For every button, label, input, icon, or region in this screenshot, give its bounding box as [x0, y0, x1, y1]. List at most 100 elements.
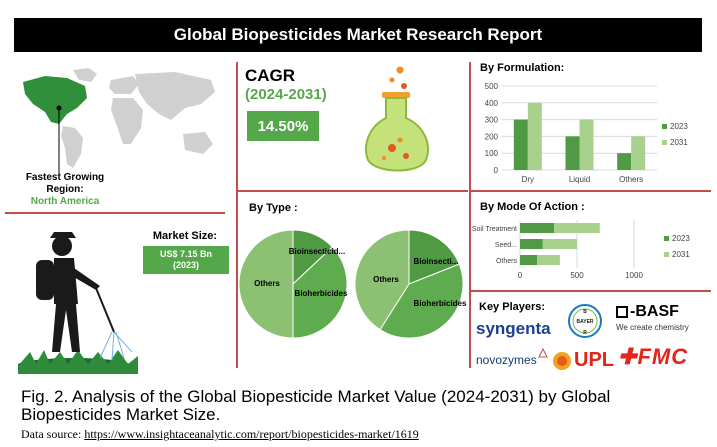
pie-slice — [238, 229, 294, 339]
pie-slice-label: Bioinsecti... — [414, 257, 459, 266]
pie-slice — [354, 229, 410, 331]
formulation-legend-label: 2023 — [670, 122, 688, 131]
pie-slice-label: Bioherbicides — [414, 299, 467, 308]
formulation-ytick-label: 200 — [485, 132, 499, 141]
region-pointer-line — [58, 108, 60, 174]
basf-square-icon — [616, 306, 628, 318]
svg-text:B: B — [583, 309, 587, 315]
pie-slice — [379, 263, 464, 339]
figure-caption-line1: Fig. 2. Analysis of the Global Biopestic… — [21, 387, 611, 406]
basf-logo-row: -BASF — [616, 303, 679, 321]
map-europe — [109, 76, 139, 94]
syngenta-logo: syngenta — [476, 319, 551, 338]
figure-caption: Fig. 2. Analysis of the Global Biopestic… — [21, 388, 711, 424]
flask-icon — [365, 66, 429, 172]
map-south-america — [61, 126, 83, 168]
formulation-category-label: Others — [619, 175, 643, 184]
mode-bar — [542, 239, 577, 249]
pie-slice-label: Others — [373, 275, 399, 284]
upl-flame-icon — [553, 352, 571, 370]
divider-left — [5, 212, 225, 214]
mode-legend-swatch — [664, 236, 669, 241]
mode-of-action-chart: 0 500 1000 Soil Treatment Seed... Others 2023 2… — [472, 220, 690, 280]
formulation-bar — [579, 119, 594, 170]
upl-logo: UPL — [574, 349, 614, 371]
mode-category-label: Soil Treatment — [472, 226, 517, 233]
pie-slice — [408, 229, 460, 285]
cagr-period: (2024-2031) — [245, 86, 327, 103]
market-size-label: Market Size: — [152, 230, 218, 242]
divider-vertical-2 — [469, 62, 471, 368]
cagr-value-box: 14.50% — [247, 111, 319, 141]
formulation-bar — [513, 119, 528, 170]
formulation-ytick-label: 500 — [485, 82, 499, 91]
mode-bar — [520, 223, 555, 233]
cagr-value: 14.50% — [257, 117, 309, 135]
formulation-ytick-label: 300 — [485, 116, 499, 125]
bayer-logo-text: BAYER — [576, 319, 593, 325]
formulation-ytick-label: 0 — [494, 166, 499, 175]
formulation-ytick-label: 100 — [485, 149, 499, 158]
svg-text:R: R — [583, 330, 587, 336]
key-players-title: Key Players: — [479, 301, 546, 313]
novozymes-logo: novozymes — [476, 353, 537, 367]
pie-slice-label: Bioherbicides — [295, 289, 348, 298]
formulation-legend-swatch — [662, 140, 667, 145]
market-size-box: US$ 7.15 Bn (2023) — [143, 246, 229, 274]
map-north-america — [23, 76, 87, 124]
type-pie-2031: Bioinsecti...BioherbicidesOthers2031 — [354, 229, 467, 339]
figure-caption-line2: Biopesticides Market Size. — [21, 405, 221, 424]
bayer-logo: BAYER B R — [568, 304, 602, 338]
divider-vertical-1 — [236, 62, 238, 368]
divider-middle — [238, 190, 468, 192]
mode-chart-title: By Mode Of Action : — [480, 201, 585, 213]
novozymes-leaf-icon — [538, 347, 548, 358]
mode-category-label: Seed... — [495, 242, 517, 249]
mode-legend-label: 2031 — [672, 250, 690, 259]
divider-right-1 — [471, 190, 711, 192]
mode-bar — [537, 255, 560, 265]
formulation-chart-title: By Formulation: — [480, 62, 565, 74]
mode-category-label: Others — [496, 258, 518, 265]
map-greenland — [73, 68, 97, 82]
basf-tagline: We create chemistry — [616, 323, 689, 332]
mode-xtick-label: 500 — [570, 271, 584, 280]
farmer-sprayer-illustration — [18, 232, 138, 374]
data-source-label: Data source: — [21, 427, 82, 441]
type-pie-2023: Bioinsecticid...BioherbicidesOthers2023 — [238, 229, 348, 339]
region-label: Fastest Growing Region: — [25, 172, 105, 195]
mode-bar — [554, 223, 600, 233]
map-asia — [135, 72, 215, 120]
formulation-chart: 0 100 200 300 400 500 Dry Liquid Others 2023 2031 — [485, 82, 689, 184]
formulation-ytick-label: 400 — [485, 99, 499, 108]
map-australia — [183, 132, 213, 154]
formulation-bar — [631, 136, 646, 170]
cagr-label: CAGR — [245, 66, 296, 85]
pie-slice-label: Bioinsecticid... — [289, 247, 345, 256]
report-title: Global Biopesticides Market Research Rep… — [173, 25, 543, 44]
formulation-category-label: Liquid — [569, 175, 590, 184]
report-title-bar: Global Biopesticides Market Research Rep… — [14, 18, 702, 52]
mode-bar — [520, 255, 538, 265]
fmc-logo: ✚FMC — [618, 344, 689, 369]
basf-logo: -BASF — [630, 303, 679, 320]
world-map — [23, 68, 215, 168]
map-africa — [111, 98, 143, 144]
data-source: Data source: https://www.insightaceanaly… — [21, 427, 419, 442]
mode-xtick-label: 0 — [518, 271, 523, 280]
type-chart-title: By Type : — [249, 202, 298, 214]
formulation-legend-swatch — [662, 124, 667, 129]
formulation-bar — [617, 153, 632, 170]
formulation-category-label: Dry — [522, 175, 534, 184]
mode-legend-swatch — [664, 252, 669, 257]
mode-bar — [520, 239, 543, 249]
formulation-bar — [527, 102, 542, 170]
formulation-bar — [565, 136, 580, 170]
mode-xtick-label: 1000 — [625, 271, 643, 280]
pie-slice — [292, 246, 348, 339]
pie-slice-label: Others — [254, 279, 280, 288]
data-source-link[interactable]: https://www.insightaceanalytic.com/repor… — [84, 427, 419, 441]
market-size-year: (2023) — [172, 260, 199, 270]
formulation-legend-label: 2031 — [670, 138, 688, 147]
divider-right-2 — [471, 290, 711, 292]
